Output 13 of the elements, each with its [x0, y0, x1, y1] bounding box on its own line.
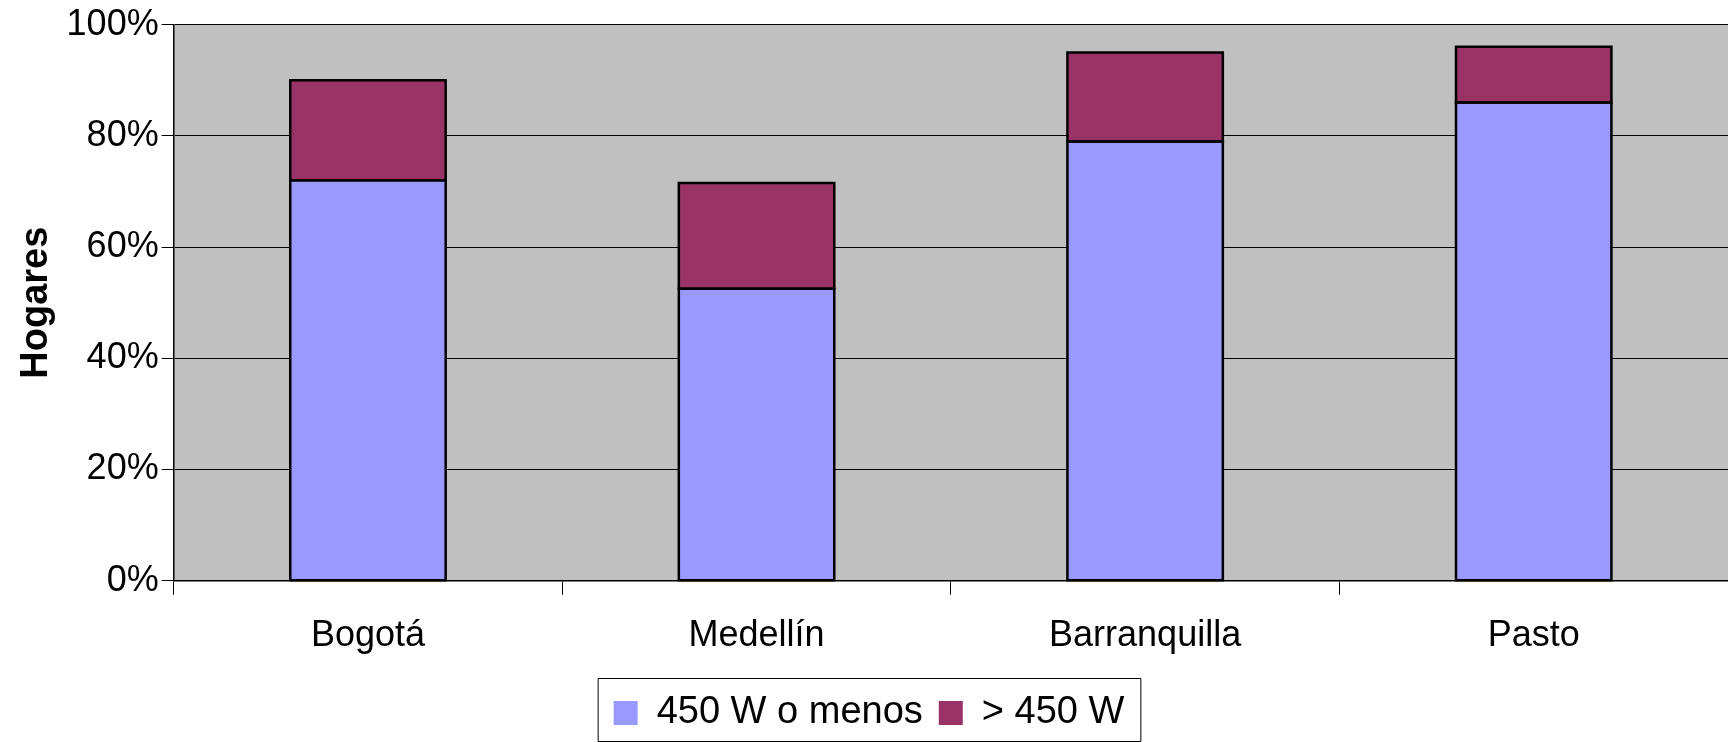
- x-tick-label: Medellín: [688, 613, 825, 655]
- y-tick-label: 80%: [86, 112, 159, 154]
- legend-label: 450 W o menos: [656, 689, 923, 732]
- y-tick-label: 0%: [106, 557, 159, 599]
- x-tick-label: Bogotá: [310, 613, 426, 655]
- y-tick-label: 20%: [86, 446, 159, 488]
- y-axis-title: Hogares: [13, 226, 56, 379]
- x-tick-label: Pasto: [1487, 613, 1580, 655]
- y-tick-label: 100%: [66, 1, 159, 43]
- legend-label: > 450 W: [981, 689, 1125, 732]
- y-tick-label: 60%: [86, 224, 159, 265]
- y-tick-label: 40%: [86, 335, 159, 377]
- x-tick-label: Barranquilla: [1049, 613, 1243, 655]
